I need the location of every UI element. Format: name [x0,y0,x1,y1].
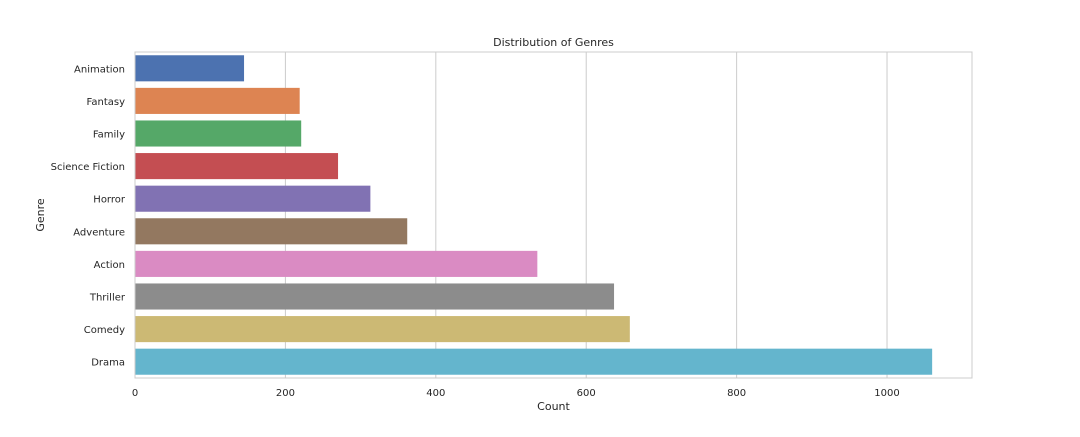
y-tick-label: Animation [74,64,125,75]
bar-science-fiction [135,153,339,180]
y-tick-label: Action [94,260,125,271]
y-tick-label: Horror [93,195,126,206]
y-tick-label: Thriller [89,293,126,304]
x-tick-label: 0 [132,388,138,399]
y-tick-label: Drama [91,358,125,369]
y-tick-labels: Animation Fantasy Family Science Fiction Hor… [51,64,126,368]
plot-frame [134,51,973,379]
x-tick-label: 400 [426,388,445,399]
bar-drama [135,348,933,375]
bar-adventure [135,218,408,245]
bar-animation [135,55,245,82]
x-axis-label: Count [537,400,570,413]
y-tick-label: Science Fiction [51,162,125,173]
x-tick-label: 800 [727,388,746,399]
y-tick-label: Family [93,130,125,141]
bar-action [135,250,538,277]
y-axis-label: Genre [34,198,47,232]
chart-title: Distribution of Genres [493,36,614,49]
bars [135,55,933,375]
x-tick-label: 200 [276,388,295,399]
bar-fantasy [135,87,300,114]
x-tick-labels: 0 200 400 600 800 1000 [132,388,900,399]
bar-horror [135,185,371,212]
x-tick-label: 600 [577,388,596,399]
bar-thriller [135,283,615,310]
bar-family [135,120,302,147]
y-tick-label: Comedy [84,325,125,336]
x-tick-label: 1000 [874,388,899,399]
y-tick-label: Fantasy [87,97,126,108]
y-tick-label: Adventure [73,227,125,238]
bar-comedy [135,316,630,343]
